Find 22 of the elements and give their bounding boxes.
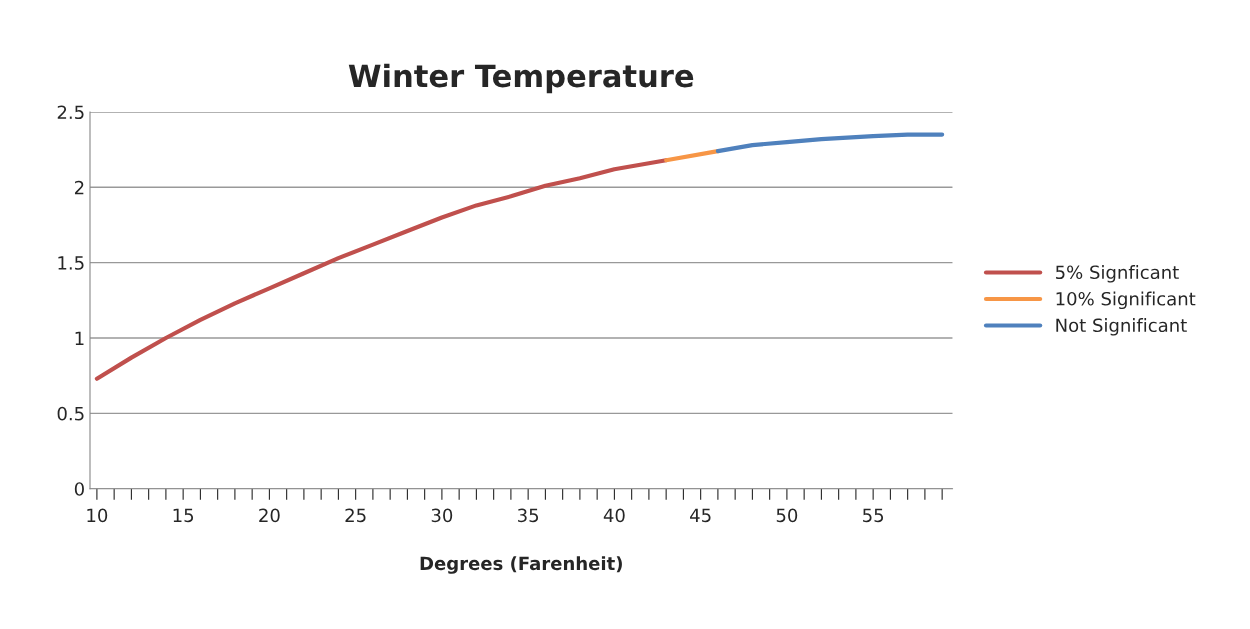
- y-tick-label: 0: [74, 482, 84, 496]
- line-series: [715, 132, 945, 154]
- x-tick-label: 35: [518, 508, 539, 523]
- y-tick-label: 1: [75, 331, 84, 345]
- x-tick-label: 50: [776, 508, 798, 523]
- x-tick-label: 15: [173, 508, 194, 523]
- y-tick-label: 2.5: [57, 105, 84, 120]
- x-tick-label: 10: [87, 508, 108, 523]
- x-tick-label: 55: [863, 508, 884, 523]
- legend-label: Not Significant: [1056, 318, 1187, 336]
- chart-title: Winter Temperature: [348, 63, 694, 94]
- legend-label: 5% Signficant: [1056, 265, 1179, 283]
- x-tick-label: 30: [431, 508, 453, 523]
- x-tick-label: 45: [690, 508, 711, 523]
- y-tick-label: 2: [74, 180, 84, 195]
- y-tick-label: 1.5: [58, 256, 84, 270]
- x-tick-label: 20: [259, 508, 280, 523]
- legend-label: 10% Significant: [1056, 291, 1196, 310]
- y-tick-label: 0.5: [57, 406, 84, 421]
- x-axis-title: Degrees (Farenheit): [420, 556, 622, 574]
- x-tick-label: 40: [603, 508, 625, 523]
- x-tick-label: 25: [345, 508, 366, 523]
